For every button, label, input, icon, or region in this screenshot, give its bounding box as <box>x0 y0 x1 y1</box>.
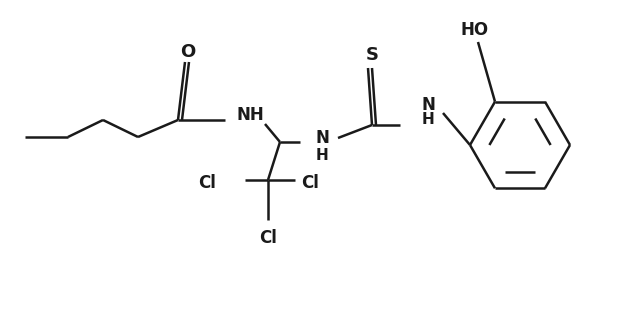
Text: O: O <box>180 43 196 61</box>
Text: Cl: Cl <box>259 229 277 247</box>
Text: H: H <box>422 113 435 127</box>
Text: HO: HO <box>461 21 489 39</box>
Text: Cl: Cl <box>301 174 319 192</box>
Text: S: S <box>365 46 378 64</box>
Text: N: N <box>315 129 329 147</box>
Text: N: N <box>421 96 435 114</box>
Text: H: H <box>316 148 328 163</box>
Text: NH: NH <box>236 106 264 124</box>
Text: Cl: Cl <box>198 174 216 192</box>
